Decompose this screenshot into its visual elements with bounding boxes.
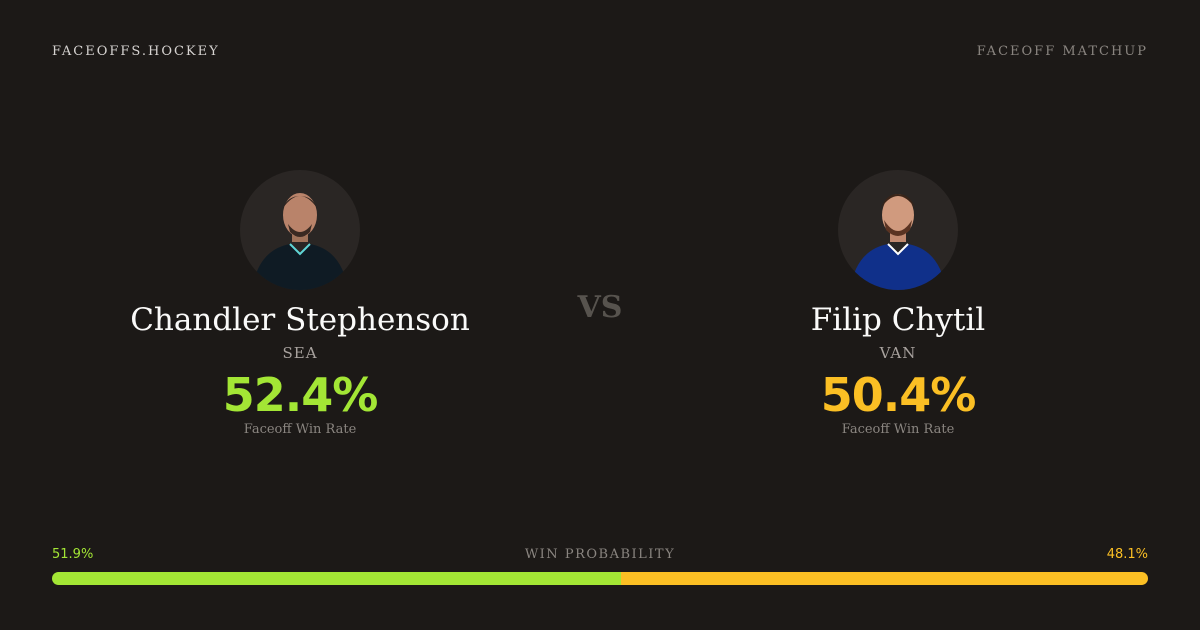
win-rate: 52.4% bbox=[222, 368, 379, 422]
win-rate: 50.4% bbox=[820, 368, 977, 422]
vs-label: VS bbox=[577, 290, 623, 325]
win-rate-label: Faceoff Win Rate bbox=[841, 422, 955, 437]
player-name: Filip Chytil bbox=[810, 302, 986, 338]
photo-art bbox=[252, 193, 348, 290]
win-prob-left: 51.9% bbox=[52, 547, 94, 562]
site-name: FACEOFFS.HOCKEY bbox=[52, 44, 220, 59]
win-prob-right: 48.1% bbox=[1106, 547, 1148, 562]
page-label: FACEOFF MATCHUP bbox=[976, 44, 1148, 59]
player-card: Filip Chytil VAN 50.4% Faceoff Win Rate bbox=[668, 170, 1128, 437]
player-photo bbox=[240, 170, 360, 290]
photo-art bbox=[850, 194, 946, 290]
win-prob-label: WIN PROBABILITY bbox=[524, 547, 676, 562]
player-photo bbox=[838, 170, 958, 290]
player-team: SEA bbox=[282, 344, 318, 362]
win-prob-segment bbox=[620, 572, 1148, 585]
player-card: Chandler Stephenson SEA 52.4% Faceoff Wi… bbox=[70, 170, 530, 437]
player-name: Chandler Stephenson bbox=[130, 302, 470, 338]
win-prob-bar bbox=[52, 572, 1148, 585]
win-rate-label: Faceoff Win Rate bbox=[243, 422, 357, 437]
win-prob-segment bbox=[52, 572, 621, 585]
player-team: VAN bbox=[879, 344, 917, 362]
